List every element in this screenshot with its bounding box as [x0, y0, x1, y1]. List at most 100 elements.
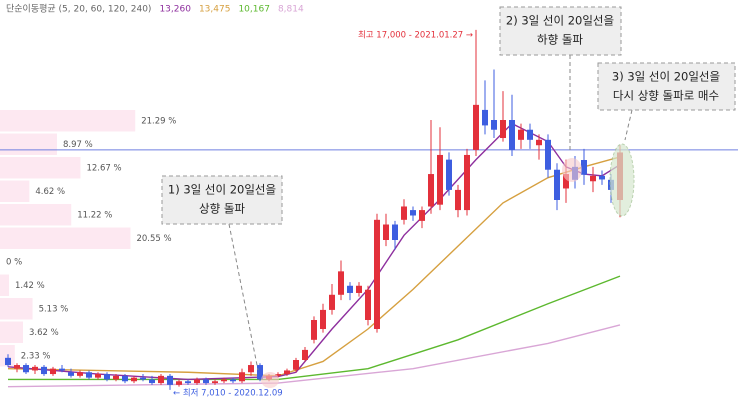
candle-body [248, 365, 254, 373]
candle-body [437, 154, 443, 205]
profile-label: 12.67 % [86, 164, 121, 174]
candle-body [455, 189, 461, 211]
profile-label: 5.13 % [39, 305, 69, 315]
candle-body [401, 206, 407, 220]
candle-body [464, 154, 470, 211]
candle-body [563, 174, 569, 189]
candle-body [374, 219, 380, 330]
candle-body [419, 210, 425, 221]
candle-body [311, 320, 317, 340]
arrow [624, 109, 633, 141]
profile-label: 3.62 % [29, 328, 59, 338]
legend-value: 13,260 [159, 5, 191, 15]
legend-value: 13,475 [199, 5, 231, 15]
profile-bar [0, 227, 131, 249]
annotation-text: 1) 3일 선이 20일선을 [168, 183, 276, 197]
candle-body [194, 379, 200, 384]
profile-label: 1.42 % [15, 281, 45, 291]
candle-body [293, 360, 299, 370]
annotation-text: 상향 돌파 [199, 202, 245, 216]
profile-label: 4.62 % [35, 187, 65, 197]
candle-body [410, 210, 416, 216]
candle-body [347, 285, 353, 293]
candle-body [221, 379, 227, 382]
annotation-text: 3) 3일 선이 20일선을 [612, 70, 720, 84]
annotation-box [499, 6, 622, 56]
annotation-text: 다시 상향 돌파로 매수 [613, 89, 719, 103]
candle-body [77, 372, 83, 376]
candle-body [257, 365, 263, 380]
profile-label: 8.97 % [63, 140, 93, 150]
profile-bar [0, 180, 30, 202]
candle-body [284, 370, 290, 375]
candle-body [23, 365, 29, 373]
annotation-box [597, 62, 736, 111]
candle-body [356, 285, 362, 293]
candle-body [599, 175, 605, 180]
candle-body [68, 372, 74, 376]
low-label: ← 최저 7,010 - 2020.12.09 [173, 387, 283, 398]
profile-bar [0, 345, 15, 367]
candle-body [14, 365, 20, 369]
candle-body [131, 377, 137, 382]
candle-body [509, 120, 515, 150]
highlight [609, 143, 635, 217]
profile-bar [0, 321, 23, 343]
profile-bar [0, 204, 72, 226]
profile-bar [0, 274, 10, 296]
candle-body [50, 368, 56, 375]
candle-body [86, 372, 92, 378]
candle-body [383, 224, 389, 240]
profile-label: 11.22 % [77, 211, 112, 221]
candle-body [41, 366, 47, 375]
candle-body [32, 366, 38, 371]
candle-body [167, 375, 173, 385]
candle-body [176, 381, 182, 385]
candle-body [365, 289, 371, 320]
candle-body [473, 104, 479, 150]
candle-body [203, 379, 209, 384]
candle-body [428, 174, 434, 207]
candle-body [158, 375, 164, 384]
arrow [228, 223, 259, 371]
candle-body [212, 381, 218, 384]
profile-label: 0 % [6, 258, 22, 268]
candle-body [392, 224, 398, 240]
candle-body [491, 120, 497, 130]
candle-body [185, 381, 191, 384]
candle-body [527, 129, 533, 140]
candle-body [500, 120, 506, 139]
legend-title: 단순이동평균 (5, 20, 60, 120, 240) [6, 4, 151, 15]
candle-body [554, 169, 560, 200]
highlight [261, 372, 279, 388]
profile-label: 20.55 % [136, 234, 171, 244]
candle-body [113, 375, 119, 380]
profile-label: 21.29 % [141, 117, 176, 127]
profile-bar [0, 298, 33, 320]
volume-profile: 21.29 % 8.97 % 12.67 % 4.62 % 11.22 % 20.55 %… [0, 110, 738, 367]
candle-body [149, 379, 155, 384]
candle-body [140, 377, 146, 380]
candle-body [590, 175, 596, 182]
annotation-text: 하향 돌파 [537, 33, 583, 47]
annotation-text: 2) 3일 선이 20일선을 [506, 14, 614, 28]
candle-body [518, 129, 524, 140]
candle-body [338, 271, 344, 295]
candle-body [230, 379, 236, 382]
candle-body [59, 368, 65, 371]
annotation-box [161, 175, 283, 225]
candle-body [302, 349, 308, 360]
candle-body [545, 139, 551, 170]
legend-value: 8,814 [278, 5, 304, 15]
candle-body [5, 357, 11, 366]
candle-body [239, 372, 245, 382]
high-label: 최고 17,000 - 2021.01.27 → [358, 29, 473, 40]
profile-label: 2.33 % [21, 352, 51, 362]
candle-body [482, 109, 488, 126]
candle-body [446, 159, 452, 190]
candle-body [275, 374, 281, 376]
candle-body [95, 374, 101, 378]
candle-body [329, 294, 335, 310]
